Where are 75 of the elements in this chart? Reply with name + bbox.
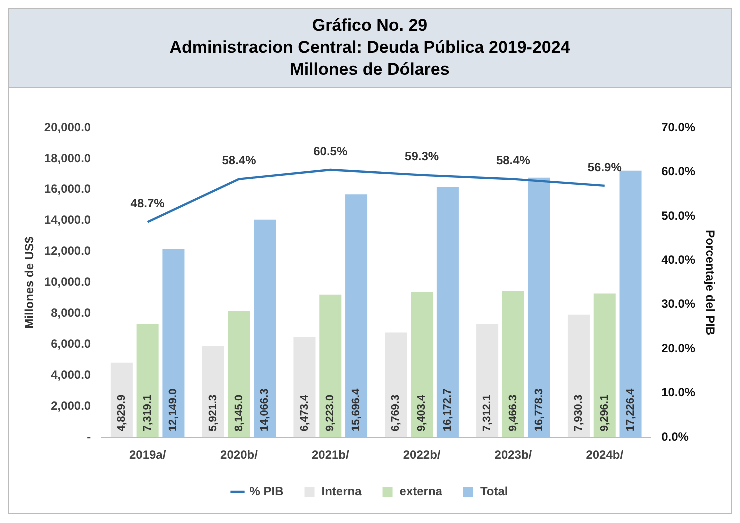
data-label: 6,473.4: [298, 394, 311, 432]
text: Millones de Dólares: [289, 59, 451, 81]
bar: [594, 294, 616, 438]
bar: [411, 292, 434, 438]
y-tick-label: 4,000.0: [51, 368, 92, 382]
data-label: 56.9%: [588, 160, 622, 174]
bar: [136, 324, 159, 438]
bar: [294, 337, 316, 438]
x-tick-label: 2022b/: [403, 448, 442, 462]
data-label: 7,319.1: [142, 394, 154, 432]
y2-tick-label: 40.0%: [662, 253, 696, 267]
data-label: 58.4%: [496, 154, 531, 168]
x-tick-label: 2020b/: [220, 448, 259, 462]
y-tick-label: 14,000.0: [44, 213, 92, 228]
data-label: 48.7%: [130, 196, 166, 211]
y2-tick-label: 0.0%: [662, 430, 690, 444]
data-label: 7,930.3: [573, 394, 585, 432]
bar: [202, 346, 224, 438]
x-tick-label: 2023b/: [494, 448, 533, 462]
bar: [436, 187, 459, 438]
data-label: 9,223.0: [324, 394, 337, 432]
data-label: 6,769.3: [390, 394, 402, 432]
chart-title: Gráfico No. 29: [311, 15, 429, 37]
bar: [346, 194, 368, 438]
y2-tick-label: 60.0%: [662, 164, 696, 179]
y-axis-title: Millones de US$: [22, 236, 37, 329]
bar: [320, 294, 342, 438]
data-label: 16,172.7: [442, 388, 454, 432]
y-tick-label: 20,000.0: [44, 120, 92, 134]
y-tick-label: -: [87, 430, 92, 444]
data-label: 59.3%: [405, 150, 440, 164]
data-label: 9,403.4: [416, 394, 428, 432]
data-label: 12,149.0: [168, 388, 180, 432]
bar: [254, 220, 276, 438]
bar: [568, 314, 590, 438]
y2-axis-title: Porcentaje del PIB: [703, 230, 718, 336]
bar: [476, 324, 499, 438]
bar: [228, 312, 250, 438]
y-tick-label: 10,000.0: [44, 275, 92, 290]
x-tick-label: 2021b/: [312, 448, 350, 462]
bar: [162, 250, 185, 438]
y-tick-label: 18,000.0: [44, 151, 92, 166]
bar: [620, 170, 642, 438]
legend-label: externa: [400, 484, 443, 498]
bar: [385, 332, 408, 438]
y2-tick-label: 50.0%: [662, 208, 696, 223]
legend-label: % PIB: [250, 484, 284, 498]
data-label: 16,778.3: [533, 388, 546, 432]
data-label: 58.4%: [222, 154, 257, 168]
x-tick-label: 2019a/: [129, 448, 167, 462]
data-label: 4,829.9: [116, 394, 128, 432]
y2-tick-label: 70.0%: [662, 120, 696, 134]
y2-tick-label: 30.0%: [662, 297, 696, 312]
data-label: 5,921.3: [207, 394, 220, 432]
chart-subtitle: Administracion Central: Deuda Pública 2019-2024: [168, 37, 572, 59]
data-label: 9,466.3: [507, 394, 520, 432]
y-tick-label: 2,000.0: [51, 398, 92, 413]
y-tick-label: 8,000.0: [51, 306, 92, 320]
data-label: 15,696.4: [350, 388, 363, 432]
y2-tick-label: 20.0%: [662, 341, 696, 356]
data-label: 8,145.0: [233, 394, 246, 432]
y-tick-label: 16,000.0: [44, 182, 92, 196]
y-tick-label: 12,000.0: [44, 244, 92, 258]
bar: [528, 178, 550, 438]
x-tick-label: 2024b/: [586, 448, 624, 462]
legend-label: Total: [480, 484, 508, 498]
y-tick-label: 6,000.0: [51, 337, 92, 352]
y2-tick-label: 10.0%: [662, 386, 696, 400]
data-label: 14,066.3: [259, 388, 272, 432]
legend-label: Interna: [322, 484, 362, 498]
data-label: 7,312.1: [482, 394, 494, 432]
bar: [502, 291, 524, 438]
data-label: 9,296.1: [598, 394, 611, 432]
data-label: 60.5%: [314, 144, 348, 158]
data-label: 17,226.4: [624, 388, 637, 432]
